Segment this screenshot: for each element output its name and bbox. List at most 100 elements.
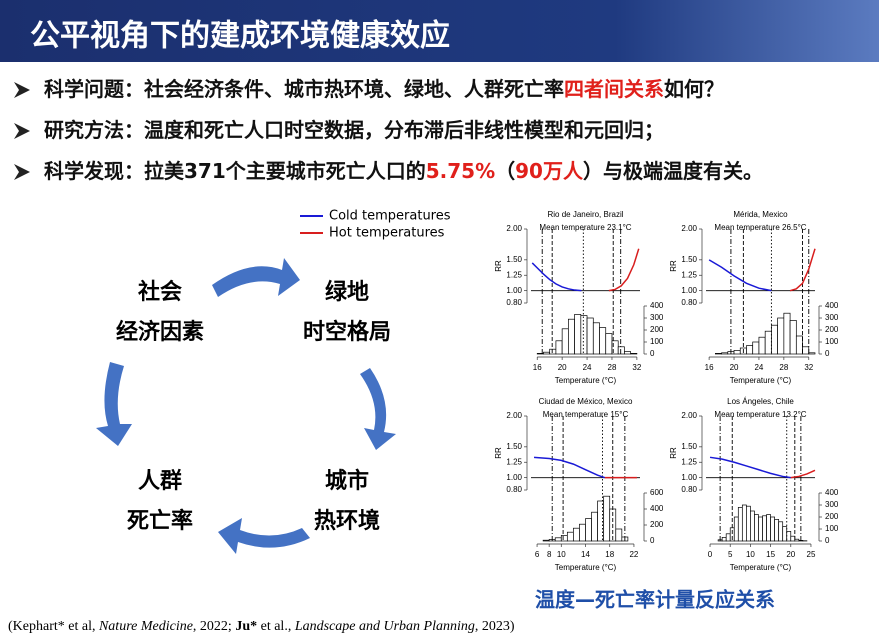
bullet-segment: （ (495, 159, 515, 183)
y-tick-label: 2.00 (681, 411, 697, 420)
y-tick-label: 1.25 (681, 457, 697, 466)
histogram-bar (789, 320, 797, 355)
histogram-bar (758, 516, 763, 542)
histogram-bar (750, 510, 755, 542)
y2-tick-label: 200 (825, 325, 839, 334)
histogram-bar (725, 533, 731, 542)
y-tick-label: 2.00 (506, 411, 522, 420)
citation-segment: Ju* (235, 619, 257, 634)
histogram-bar (555, 340, 563, 355)
bullet-segment: 科学问题：社会经济条件、城市热环境、绿地、人群死亡率 (44, 77, 564, 101)
histogram-bar (783, 312, 791, 355)
citation-segment: (Kephart* et al, (8, 619, 99, 634)
x-tick-label: 20 (786, 550, 795, 559)
panel-subtitle: Mean temperature 15°C (543, 410, 629, 419)
panel-subtitle: Mean temperature 13.2°C (714, 410, 806, 419)
histogram-bar (543, 351, 551, 355)
histogram-bar (733, 516, 739, 542)
hot-curve (608, 248, 640, 292)
y-axis-label: RR (669, 260, 678, 272)
histogram-bar (630, 353, 638, 355)
y-tick-label: 0.80 (506, 485, 522, 494)
citation-segment: Nature Medicine (98, 619, 193, 634)
histogram-bar (561, 328, 569, 355)
histogram-bar (566, 531, 574, 542)
panel-subtitle: Mean temperature 23.1°C (539, 223, 631, 232)
histogram-bar (721, 537, 727, 542)
histogram-bar (591, 511, 598, 542)
y2-tick-label: 100 (650, 337, 664, 346)
x-axis-label: Temperature (°C) (555, 563, 617, 572)
y2-tick-label: 100 (825, 337, 839, 346)
x-tick-label: 8 (547, 550, 552, 559)
histogram-bar (771, 324, 778, 355)
panel-subtitle: Mean temperature 26.5°C (714, 223, 806, 232)
histogram-bar (624, 351, 632, 355)
x-tick-label: 32 (632, 363, 641, 372)
bullet-segment: 如何？ (664, 77, 724, 101)
histogram-bar (560, 535, 568, 542)
histogram-bar (568, 318, 575, 355)
x-tick-label: 28 (779, 363, 788, 372)
bullet-text: 科学发现：拉美371个主要城市死亡人口的5.75%（90万人）与极端温度有关。 (44, 159, 763, 183)
y-tick-label: 1.00 (681, 473, 697, 482)
histogram-bar (774, 519, 780, 542)
node-label: 时空格局 (303, 319, 391, 345)
cold-curve (709, 456, 791, 479)
histogram-bar (794, 538, 800, 542)
y-tick-label: 0.80 (681, 485, 697, 494)
histogram-bar (605, 333, 613, 355)
y2-tick-label: 100 (825, 524, 839, 533)
histogram-bar (758, 336, 766, 355)
histogram-bar (766, 514, 771, 542)
y-tick-label: 1.50 (506, 442, 522, 451)
y2-tick-label: 300 (825, 500, 839, 509)
x-tick-label: 10 (746, 550, 755, 559)
legend-label: Cold temperatures (329, 209, 451, 224)
histogram-bar (574, 314, 582, 355)
node-label: 死亡率 (127, 508, 193, 534)
y2-tick-label: 400 (825, 301, 839, 310)
histogram-bar (795, 335, 803, 355)
x-axis-label: Temperature (°C) (730, 563, 792, 572)
caption: 温度—死亡率计量反应关系 (535, 588, 775, 612)
y-tick-label: 1.00 (506, 473, 522, 482)
bullet-segment: 研究方法：温度和死亡人口时空数据，分布滞后非线性模型和元回归； (44, 118, 664, 142)
x-tick-label: 18 (605, 550, 614, 559)
x-tick-label: 16 (705, 363, 714, 372)
x-tick-label: 5 (728, 550, 733, 559)
y-tick-label: 2.00 (681, 224, 697, 233)
y-tick-label: 1.25 (506, 457, 522, 466)
x-tick-label: 24 (583, 363, 592, 372)
citation-segment: et al., (257, 619, 295, 634)
bullet-text: 研究方法：温度和死亡人口时空数据，分布滞后非线性模型和元回归； (44, 118, 664, 142)
histogram-bar (762, 515, 767, 542)
panel-title: Rio de Janeiro, Brazil (547, 210, 623, 219)
panel-title: Mérida, Mexico (733, 210, 788, 219)
citation: (Kephart* et al, Nature Medicine, 2022; … (8, 619, 515, 634)
x-tick-label: 14 (581, 550, 590, 559)
histogram-bar (778, 521, 784, 542)
histogram-bar (585, 518, 592, 542)
bullet-text: 科学问题：社会经济条件、城市热环境、绿地、人群死亡率四者间关系如何？ (44, 77, 724, 101)
bullet-segment: 科学发现：拉美371个主要城市死亡人口的 (44, 159, 426, 183)
y-tick-label: 0.80 (506, 298, 522, 307)
y2-tick-label: 400 (650, 504, 664, 513)
histogram-bar (721, 352, 729, 355)
y-tick-label: 0.80 (681, 298, 697, 307)
cold-curve (533, 456, 606, 479)
histogram-bar (782, 526, 788, 542)
y2-tick-label: 400 (650, 301, 664, 310)
node-label: 热环境 (314, 508, 380, 534)
bullet-segment: 5.75% (426, 159, 495, 183)
y-tick-label: 1.25 (681, 270, 697, 279)
cold-curve (531, 262, 582, 292)
citation-segment: , 2022; (193, 619, 235, 634)
histogram-bar (586, 317, 594, 355)
histogram-bar (808, 352, 816, 355)
histogram-bar (580, 315, 588, 355)
y-axis-label: RR (494, 447, 503, 459)
panel-title: Los Ángeles, Chile (727, 397, 794, 406)
hot-curve (790, 469, 816, 479)
histogram-bar (741, 504, 747, 542)
